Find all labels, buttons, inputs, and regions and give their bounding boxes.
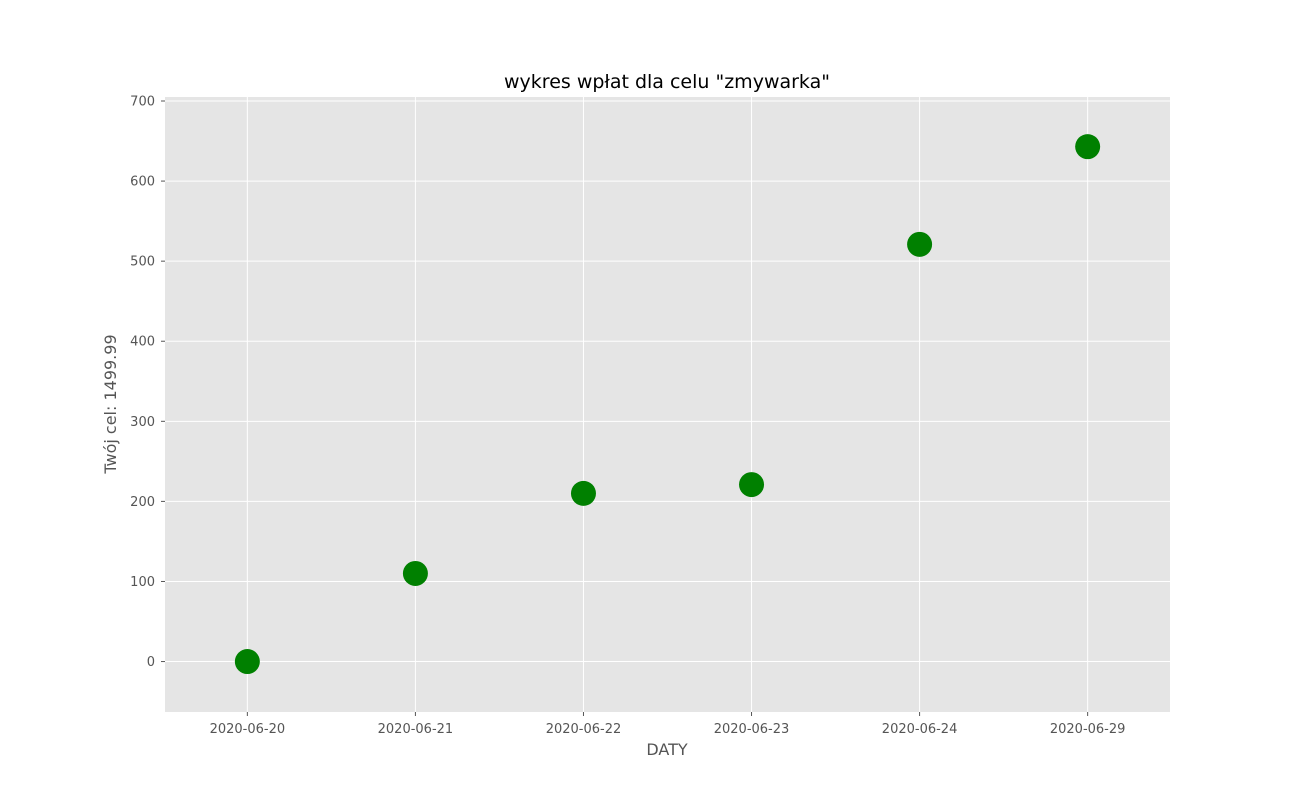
y-tick-label: 600	[130, 175, 155, 190]
y-tick-label: 400	[130, 335, 155, 350]
grid	[165, 97, 1170, 712]
x-axis-label: DATY	[646, 740, 688, 759]
data-point	[739, 472, 765, 498]
data-point	[234, 649, 260, 675]
y-tick-label: 700	[130, 95, 155, 110]
x-tick-label: 2020-06-21	[378, 722, 454, 737]
x-tick-label: 2020-06-29	[1050, 722, 1126, 737]
data-point	[1075, 134, 1101, 160]
x-tick-label: 2020-06-23	[714, 722, 790, 737]
data-points	[234, 134, 1101, 675]
y-tick-label: 0	[147, 655, 155, 670]
y-tick-label: 100	[130, 575, 155, 590]
plot-area	[165, 97, 1170, 712]
data-point	[570, 480, 596, 506]
data-point	[402, 560, 428, 586]
x-tick-label: 2020-06-24	[882, 722, 958, 737]
chart-title: wykres wpłat dla celu "zmywarka"	[504, 71, 830, 93]
axis-ticks: 0 100 200 300 400 500 600 700 2020-06-20 2020-06-…	[130, 95, 1125, 737]
y-tick-label: 500	[130, 255, 155, 270]
y-axis-label: Twój cel: 1499.99	[101, 334, 120, 474]
y-tick-label: 300	[130, 415, 155, 430]
data-point	[907, 231, 933, 257]
x-tick-label: 2020-06-22	[546, 722, 622, 737]
x-tick-label: 2020-06-20	[210, 722, 286, 737]
y-tick-label: 200	[130, 495, 155, 510]
